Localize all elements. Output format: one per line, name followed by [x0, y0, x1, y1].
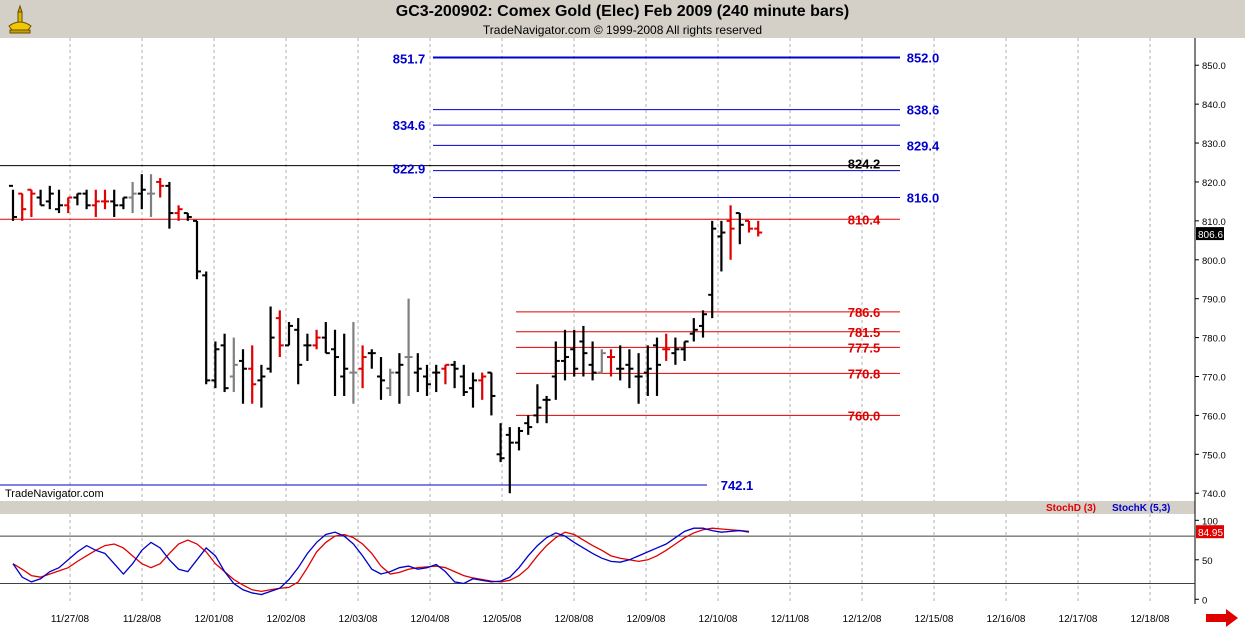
level-label: 786.6 [848, 305, 881, 320]
y-tick-label: 840.0 [1202, 100, 1226, 111]
level-label: 742.1 [721, 478, 754, 493]
x-tick-label: 12/12/08 [843, 614, 882, 625]
stoch-y-tick-label: 100 [1202, 516, 1218, 527]
y-tick-label: 740.0 [1202, 489, 1226, 500]
chart-title: GC3-200902: Comex Gold (Elec) Feb 2009 (… [395, 3, 850, 20]
x-tick-label: 12/08/08 [555, 614, 594, 625]
x-tick-label: 12/17/08 [1059, 614, 1098, 625]
x-tick-label: 12/04/08 [411, 614, 450, 625]
scroll-right-arrow-icon[interactable] [1206, 609, 1238, 627]
level-label: 822.9 [393, 162, 426, 177]
price-axis [1195, 38, 1245, 604]
x-tick-label: 12/10/08 [699, 614, 738, 625]
last-price-box [1196, 227, 1224, 241]
stoch-last-value-box [1196, 525, 1224, 539]
y-tick-label: 830.0 [1202, 139, 1226, 150]
y-tick-label: 780.0 [1202, 334, 1226, 345]
x-tick-label: 12/05/08 [483, 614, 522, 625]
y-tick-label: 770.0 [1202, 372, 1226, 383]
level-label: 770.8 [848, 366, 881, 381]
x-tick-label: 12/03/08 [339, 614, 378, 625]
x-tick-label: 12/02/08 [267, 614, 306, 625]
y-tick-label: 850.0 [1202, 61, 1226, 72]
y-tick-label: 750.0 [1202, 450, 1226, 461]
stoch-y-tick-label: 0 [1202, 595, 1207, 606]
legend-stochk: StochK (5,3) [1112, 503, 1171, 514]
stoch-last-value-label: 84.95 [1198, 528, 1223, 539]
y-tick-label: 760.0 [1202, 411, 1226, 422]
x-tick-label: 12/11/08 [771, 614, 810, 625]
level-label: 810.4 [848, 212, 881, 227]
y-tick-label: 790.0 [1202, 295, 1226, 306]
stochastic-panel [0, 514, 1195, 604]
y-tick-label: 820.0 [1202, 178, 1226, 189]
level-label: 816.0 [907, 191, 940, 206]
x-tick-label: 12/01/08 [195, 614, 234, 625]
level-label: 824.2 [848, 157, 881, 172]
x-tick-label: 12/18/08 [1131, 614, 1170, 625]
x-tick-label: 12/09/08 [627, 614, 666, 625]
level-label: 781.5 [848, 325, 881, 340]
copyright-subtitle: TradeNavigator.com © 1999-2008 All right… [482, 23, 763, 37]
x-tick-label: 11/28/08 [123, 614, 162, 625]
stoch-series-line [12, 527, 750, 596]
last-price-label: 806.6 [1198, 230, 1223, 241]
level-label: 852.0 [907, 50, 940, 65]
level-label: 777.5 [848, 340, 881, 355]
time-axis [0, 604, 1245, 631]
tradenavigator-logo-icon[interactable] [6, 4, 34, 34]
x-tick-label: 11/27/08 [51, 614, 90, 625]
level-label: 838.6 [907, 103, 940, 118]
y-tick-label: 810.0 [1202, 217, 1226, 228]
price-panel [0, 38, 1195, 501]
level-label: 851.7 [393, 52, 426, 67]
legend-stochd: StochD (3) [1046, 503, 1096, 514]
x-tick-label: 12/16/08 [987, 614, 1026, 625]
x-tick-label: 12/15/08 [915, 614, 954, 625]
y-tick-label: 800.0 [1202, 256, 1226, 267]
watermark: TradeNavigator.com [5, 488, 104, 500]
stoch-y-tick-label: 50 [1202, 556, 1213, 567]
level-label: 829.4 [907, 138, 940, 153]
level-label: 834.6 [393, 118, 426, 133]
level-label: 760.0 [848, 408, 881, 423]
